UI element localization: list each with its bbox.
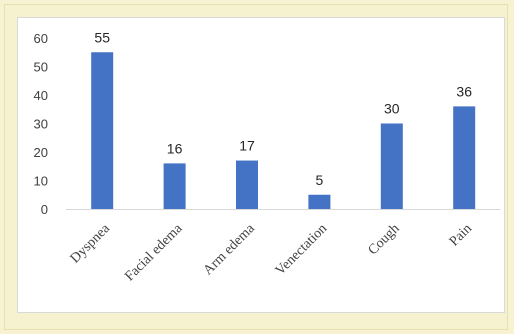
bar: [236, 160, 258, 209]
data-label: 17: [239, 138, 255, 154]
y-tick-label: 40: [34, 88, 48, 103]
y-tick-label: 10: [34, 174, 48, 189]
x-axis-category-labels: Dyspnea Facial edema Arm edema Venectation C…: [68, 221, 475, 285]
category-label: Venectation: [273, 221, 330, 278]
data-label: 55: [94, 29, 110, 45]
y-tick-label: 20: [34, 145, 48, 160]
bar: [308, 194, 331, 209]
category-label: Facial edema: [122, 221, 186, 285]
bars: [91, 52, 476, 209]
category-label: Arm edema: [201, 221, 259, 279]
bar: [380, 123, 403, 209]
data-labels: 55 16 17 5 30 36: [94, 29, 472, 188]
y-tick-label: 30: [34, 117, 48, 132]
bar: [91, 52, 114, 209]
data-label: 30: [384, 101, 400, 117]
category-label: Pain: [447, 221, 475, 249]
y-tick-label: 0: [41, 202, 48, 217]
bar: [163, 163, 186, 209]
category-label: Cough: [366, 221, 403, 258]
bar: [453, 106, 476, 209]
y-axis-tick-labels: 0 10 20 30 40 50 60: [34, 31, 48, 217]
y-tick-label: 50: [34, 60, 48, 75]
data-label: 36: [456, 83, 472, 99]
data-label: 16: [167, 140, 183, 156]
category-label: Dyspnea: [68, 221, 114, 267]
y-tick-label: 60: [34, 31, 48, 46]
data-label: 5: [316, 172, 324, 188]
